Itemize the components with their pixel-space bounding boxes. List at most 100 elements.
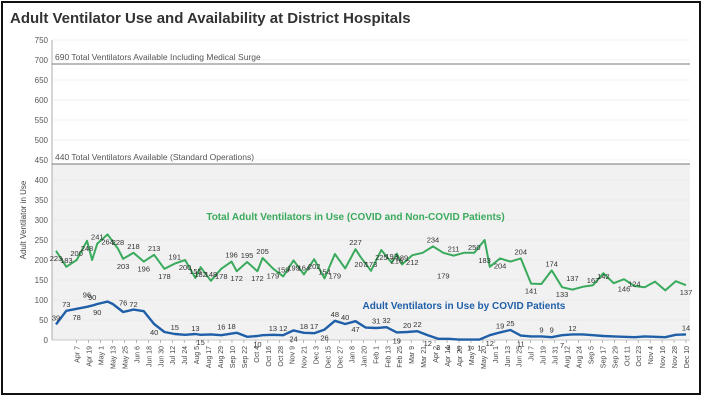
covid-data-label: 96 <box>83 291 91 300</box>
x-tick-label: Nov 28 <box>672 346 679 368</box>
x-tick-label: Sep 22 <box>242 346 249 368</box>
x-tick-label: Oct 28 <box>278 346 285 367</box>
total-data-label: 200 <box>70 249 83 258</box>
total-data-label: 183 <box>60 256 73 265</box>
total-data-label: 196 <box>225 251 238 260</box>
total-data-label: 142 <box>597 272 610 281</box>
total-data-label: 248 <box>81 244 94 253</box>
covid-data-label: 48 <box>331 310 339 319</box>
total-data-label: 204 <box>494 261 507 270</box>
y-tick-label: 0 <box>44 336 49 345</box>
total-data-label: 178 <box>215 272 228 281</box>
x-tick-label: Apr 2 <box>433 346 440 363</box>
x-tick-label: Jun 6 <box>134 346 141 363</box>
x-tick-label: Jul 24 <box>182 346 189 365</box>
covid-data-label: 39 <box>52 313 60 322</box>
x-tick-label: Jan 20 <box>361 346 368 367</box>
covid-data-label: 12 <box>424 339 432 348</box>
covid-data-label: 13 <box>269 324 277 333</box>
total-data-label: 154 <box>318 267 331 276</box>
x-tick-label: Jul 12 <box>170 346 177 365</box>
covid-data-label: 1 <box>457 344 461 353</box>
x-tick-label: Jun 25 <box>517 346 524 367</box>
covid-data-label: 15 <box>196 338 204 347</box>
y-gridlines <box>52 39 690 341</box>
x-tick-label: Dec 10 <box>684 346 691 368</box>
covid-data-label: 76 <box>119 299 127 308</box>
x-tick-label: Jul 31 <box>553 346 560 365</box>
x-tick-label: Nov 4 <box>648 346 655 364</box>
total-data-label: 223 <box>50 254 63 263</box>
total-data-label: 216 <box>391 257 404 266</box>
total-data-label: 264 <box>101 237 114 246</box>
total-data-label: 234 <box>427 235 440 244</box>
y-tick-label: 650 <box>35 76 49 85</box>
y-tick-label: 750 <box>35 36 49 45</box>
total-data-label: 173 <box>365 260 378 269</box>
x-tick-label: Sep 10 <box>230 346 237 368</box>
covid-data-label: 12 <box>279 324 287 333</box>
x-tick-label: Apr 26 <box>457 346 464 367</box>
x-tick-label: Jul 19 <box>541 346 548 365</box>
covid-data-label: 15 <box>171 323 179 332</box>
total-data-label: 137 <box>680 288 693 297</box>
x-tick-label: Dec 27 <box>338 346 345 368</box>
x-tick-label: Aug 17 <box>206 346 213 368</box>
series-annotations: Total Adult Ventilators in Use (COVID an… <box>206 212 565 312</box>
x-tick-label: Nov 16 <box>660 346 667 368</box>
covid-data-label: 9 <box>539 325 543 334</box>
y-tick-label: 600 <box>35 96 49 105</box>
total-data-label: 179 <box>267 271 280 280</box>
total-data-label: 227 <box>349 238 362 247</box>
x-tick-label: Aug 24 <box>576 346 583 368</box>
plot-area <box>51 40 690 341</box>
x-tick-label: Jun 1 <box>493 346 500 363</box>
covid-data-label: 18 <box>300 322 308 331</box>
reference-line-label: 440 Total Ventilators Available (Standar… <box>55 152 254 162</box>
total-data-label: 241 <box>91 233 104 242</box>
x-tick-label: May 8 <box>469 346 476 365</box>
x-tick-label: Feb 13 <box>385 346 392 368</box>
x-tick-label: Sep 5 <box>588 346 595 364</box>
x-tick-label: Apr 19 <box>87 346 94 367</box>
x-tick-label: Nov 21 <box>302 346 309 368</box>
total-data-label: 164 <box>298 263 311 272</box>
covid-series-annotation: Adult Ventilators in Use by COVID Patien… <box>363 301 566 312</box>
total-series-annotation: Total Adult Ventilators in Use (COVID an… <box>206 212 504 223</box>
covid-ventilators-line <box>55 300 687 341</box>
total-data-label: 200 <box>179 263 192 272</box>
covid-data-label: 3 <box>446 343 450 352</box>
x-tick-label: Oct 23 <box>636 346 643 367</box>
total-data-label: 141 <box>525 287 538 296</box>
y-tick-label: 450 <box>35 156 49 165</box>
total-data-label: 202 <box>308 262 321 271</box>
total-data-label: 179 <box>437 271 450 280</box>
covid-data-label: 18 <box>227 322 235 331</box>
covid-data-label: 73 <box>62 300 70 309</box>
x-tick-label: May 13 <box>110 346 117 369</box>
covid-data-label: 12 <box>568 324 576 333</box>
x-tick-label: Aug 5 <box>194 346 201 364</box>
x-tick-label: Jun 18 <box>146 346 153 367</box>
covid-data-label: 40 <box>341 313 349 322</box>
total-data-label: 213 <box>148 244 161 253</box>
y-tick-labels: 0 50 100 150 200 250 300 350 400 450 500 550 600 650 7… <box>35 36 49 345</box>
total-data-label: 193 <box>385 252 398 261</box>
covid-data-label: 24 <box>289 334 297 343</box>
x-tick-label: Aug 12 <box>565 346 572 368</box>
covid-data-label: 13 <box>191 324 199 333</box>
y-tick-label: 100 <box>35 296 49 305</box>
covid-data-label: 3 <box>436 343 440 352</box>
total-data-label: 196 <box>138 265 151 274</box>
total-data-label: 174 <box>545 259 558 268</box>
covid-data-label: 9 <box>550 325 554 334</box>
total-data-label: 218 <box>127 242 140 251</box>
total-data-label: 225 <box>375 253 388 262</box>
y-tick-label: 50 <box>39 316 48 325</box>
covid-data-label: 1 <box>467 344 471 353</box>
y-tick-label: 250 <box>35 236 49 245</box>
total-data-label: 172 <box>230 274 243 283</box>
total-data-label: 207 <box>354 260 367 269</box>
total-data-label: 189 <box>396 253 409 262</box>
